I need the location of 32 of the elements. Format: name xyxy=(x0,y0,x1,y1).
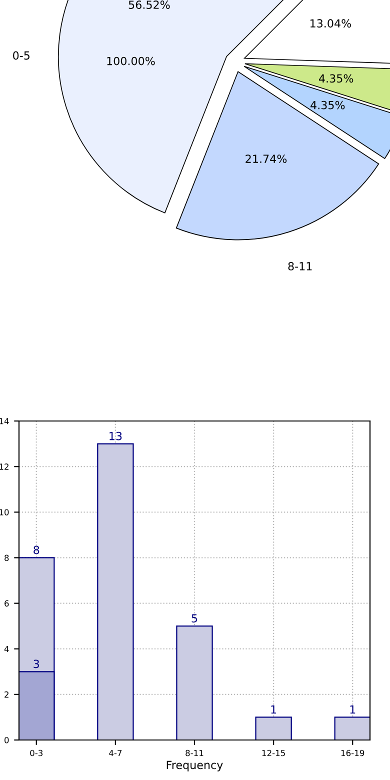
x-axis-title: Frequency xyxy=(166,760,223,772)
slice-label: 0-5 xyxy=(13,51,30,60)
data-label: 56.52% xyxy=(128,0,170,9)
slice-label: 8-11 xyxy=(288,262,312,270)
y-tick-label: 2 xyxy=(4,691,8,698)
data-label: 13 xyxy=(110,432,122,440)
data-label: 3 xyxy=(34,660,40,668)
x-tick-label: 16-19 xyxy=(341,750,364,756)
x-tick-label: 0-3 xyxy=(30,750,43,756)
y-tick-label: 10 xyxy=(0,509,9,516)
bar xyxy=(334,716,370,740)
x-tick-label: 12-15 xyxy=(262,750,285,756)
data-label: 13.04% xyxy=(310,19,352,28)
data-label: 4.35% xyxy=(318,74,354,83)
y-tick-label: 0 xyxy=(4,736,9,744)
bar xyxy=(176,626,213,740)
y-tick-label: 8 xyxy=(4,554,9,561)
data-label: 4.35% xyxy=(310,100,345,110)
data-label: 5 xyxy=(192,614,198,623)
text: 100.00% xyxy=(107,56,155,66)
data-label: 1 xyxy=(271,705,276,714)
bar xyxy=(255,716,292,740)
data-label: 21.74% xyxy=(246,154,287,164)
y-tick-label: 6 xyxy=(4,600,9,607)
data-label: 1 xyxy=(350,705,356,714)
x-tick-label: 4-7 xyxy=(109,750,122,756)
y-tick-label: 14 xyxy=(0,418,9,424)
data-label: 8 xyxy=(34,546,40,554)
bar xyxy=(97,443,134,740)
y-tick-label: 4 xyxy=(4,646,9,652)
x-tick-label: 8-11 xyxy=(186,750,204,756)
y-tick-label: 12 xyxy=(0,464,8,470)
